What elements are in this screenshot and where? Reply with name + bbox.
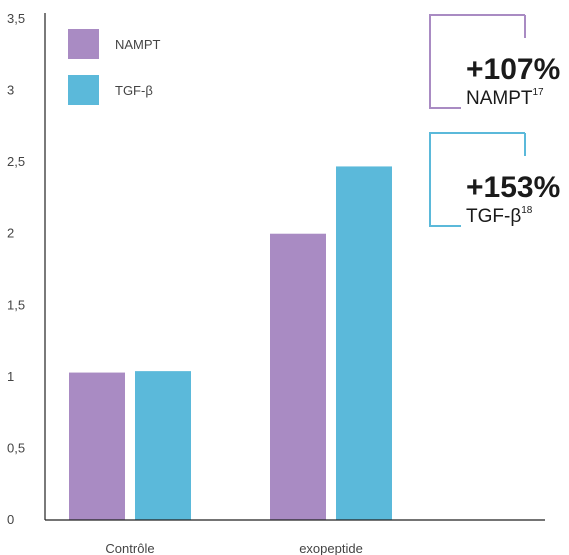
x-category-label: Contrôle [105,541,154,555]
y-tick-label: 2,5 [7,154,25,169]
callout-value: +107% [466,53,560,86]
callout-reference: 17 [533,87,545,98]
callout-label-text: TGF-β [466,206,521,227]
legend: NAMPT TGF-β [68,29,161,105]
callout-value: +153% [466,171,560,204]
callout-bracket [429,14,525,109]
y-tick-label: 3,5 [7,11,25,26]
callout-label: TGF-β18 [466,205,533,227]
y-axis: 0 0,5 1 1,5 2 2,5 3 3,5 [7,11,46,527]
callout-label-text: NAMPT [466,88,533,109]
bar-nampt-1 [270,233,326,520]
callout-label: NAMPT17 [466,87,544,109]
y-tick-label: 1 [7,369,14,384]
bar-tgf-0 [135,371,191,520]
bar-nampt-0 [69,372,125,520]
callout-bracket [429,132,525,227]
legend-swatch [68,29,99,59]
y-tick-label: 0,5 [7,440,25,455]
x-axis: Contrôle exopeptide [45,519,545,555]
y-tick-label: 0 [7,512,14,527]
callout-reference: 18 [521,205,533,216]
bars [69,166,392,521]
callouts: +107%NAMPT17 +153%TGF-β18 [429,14,560,227]
y-tick-label: 1,5 [7,297,25,312]
x-category-label: exopeptide [299,541,363,555]
bar-tgf-1 [336,166,392,521]
legend-label: NAMPT [115,37,161,52]
legend-label: TGF-β [115,83,153,98]
legend-swatch [68,75,99,105]
y-tick-label: 2 [7,226,14,241]
y-tick-label: 3 [7,83,14,98]
